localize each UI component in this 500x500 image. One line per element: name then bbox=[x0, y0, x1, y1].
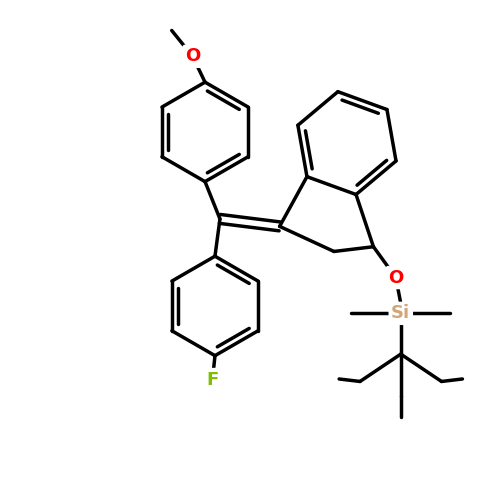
Text: O: O bbox=[185, 48, 200, 66]
Text: F: F bbox=[206, 370, 218, 388]
Text: Si: Si bbox=[391, 304, 410, 322]
Text: O: O bbox=[388, 268, 404, 286]
